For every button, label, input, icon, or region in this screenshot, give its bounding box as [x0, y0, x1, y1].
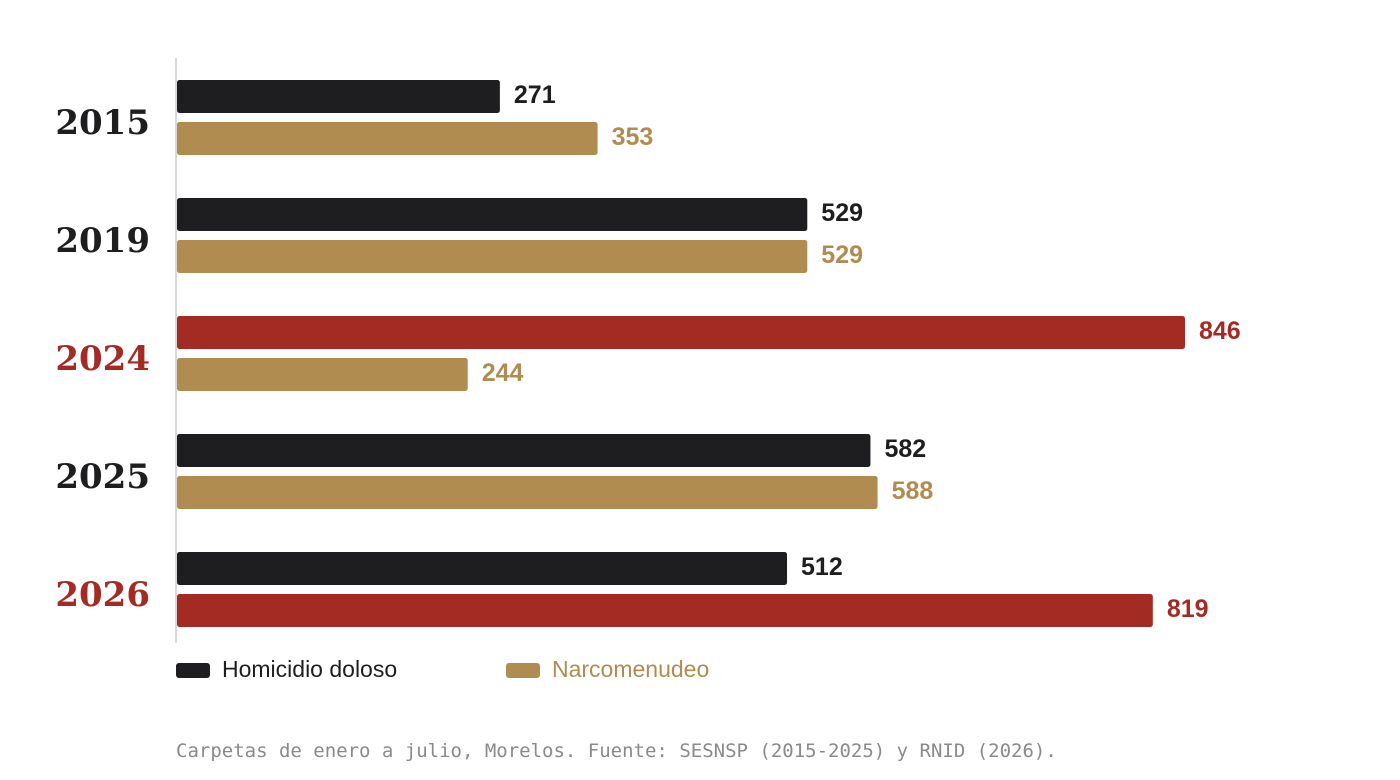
bar-homicidio-2025	[177, 434, 871, 467]
legend-swatch-narcomenudeo	[506, 663, 540, 678]
year-label-2024: 2024	[55, 339, 150, 379]
bar-narcomenudeo-2024	[177, 358, 468, 391]
value-label-homicidio-2015: 271	[514, 81, 556, 109]
year-label-2026: 2026	[55, 575, 150, 615]
bars-layer: 2015 271 353 2019 529 529 2024 846 244 2025 582 588…	[55, 80, 1241, 627]
bar-narcomenudeo-2026	[177, 594, 1153, 627]
value-label-homicidio-2019: 529	[821, 199, 863, 227]
year-label-2025: 2025	[55, 457, 150, 497]
value-label-homicidio-2026: 512	[801, 553, 843, 581]
value-label-narcomenudeo-2026: 819	[1167, 595, 1209, 623]
value-label-narcomenudeo-2019: 529	[821, 241, 863, 269]
legend-swatch-homicidio	[176, 663, 210, 678]
legend-label-homicidio: Homicidio doloso	[222, 656, 397, 682]
value-label-homicidio-2025: 582	[884, 435, 926, 463]
source-note: Carpetas de enero a julio, Morelos. Fuen…	[176, 740, 1057, 762]
legend-label-narcomenudeo: Narcomenudeo	[552, 656, 709, 682]
value-label-narcomenudeo-2025: 588	[892, 477, 934, 505]
bar-narcomenudeo-2019	[177, 240, 808, 273]
bar-homicidio-2026	[177, 552, 788, 585]
year-label-2019: 2019	[55, 221, 150, 261]
value-label-narcomenudeo-2015: 353	[612, 123, 654, 151]
bar-homicidio-2019	[177, 198, 808, 231]
value-label-narcomenudeo-2024: 244	[482, 359, 524, 387]
bar-homicidio-2015	[177, 80, 500, 113]
legend: Homicidio doloso Narcomenudeo	[176, 656, 709, 682]
year-label-2015: 2015	[55, 103, 150, 143]
bar-narcomenudeo-2025	[177, 476, 878, 509]
bar-narcomenudeo-2015	[177, 122, 598, 155]
bar-homicidio-2024	[177, 316, 1185, 349]
value-label-homicidio-2024: 846	[1199, 317, 1241, 345]
